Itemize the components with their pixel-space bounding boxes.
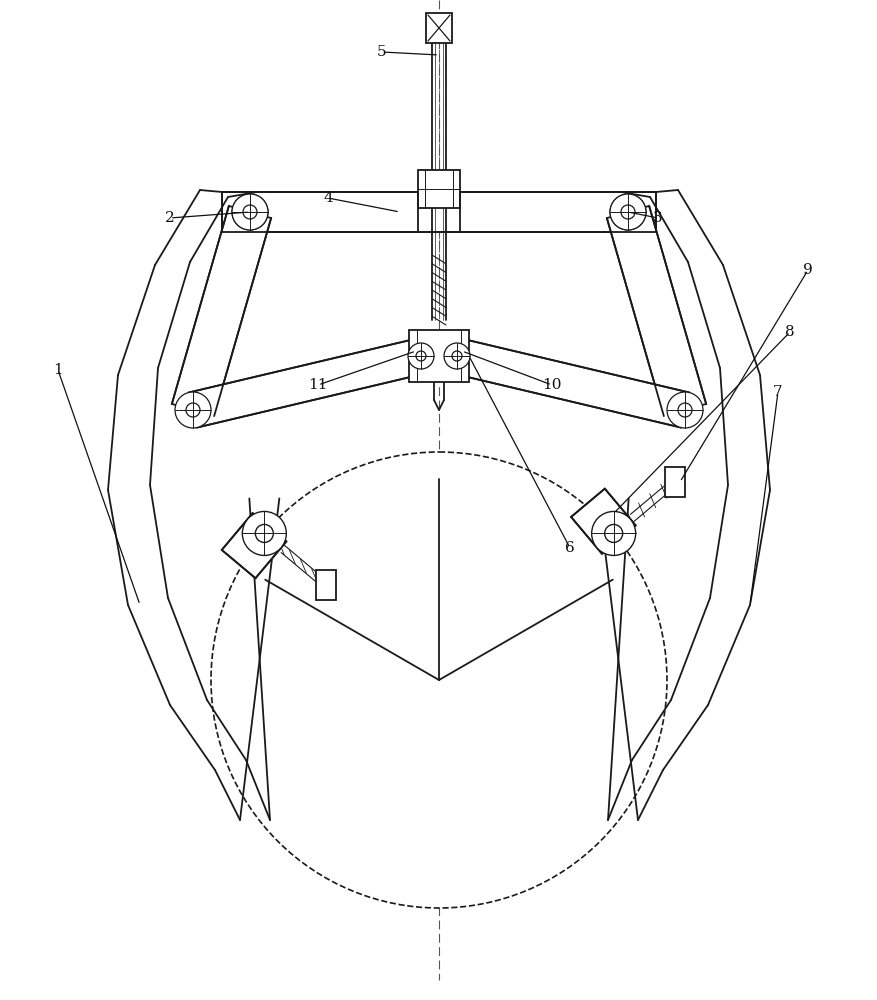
Circle shape (242, 511, 286, 555)
Bar (417, 170, 460, 208)
Circle shape (255, 524, 273, 542)
Bar (315, 570, 335, 600)
Circle shape (232, 194, 267, 230)
Circle shape (610, 194, 645, 230)
Circle shape (604, 524, 622, 542)
Text: 5: 5 (377, 45, 387, 59)
Circle shape (186, 403, 200, 417)
Circle shape (416, 351, 425, 361)
Polygon shape (172, 206, 271, 416)
Polygon shape (222, 192, 655, 232)
Text: 10: 10 (542, 378, 561, 392)
Circle shape (620, 205, 634, 219)
Text: 6: 6 (565, 541, 574, 555)
Text: 4: 4 (323, 191, 332, 205)
Circle shape (667, 392, 702, 428)
Bar (664, 467, 684, 497)
Circle shape (452, 351, 461, 361)
Circle shape (175, 392, 210, 428)
Text: 11: 11 (308, 378, 327, 392)
Circle shape (243, 205, 257, 219)
Text: 1: 1 (53, 363, 63, 377)
Circle shape (610, 194, 645, 230)
Polygon shape (570, 489, 635, 554)
Circle shape (444, 343, 469, 369)
Text: 9: 9 (802, 263, 812, 277)
Bar (409, 330, 468, 382)
Text: 3: 3 (652, 211, 662, 225)
Circle shape (620, 205, 634, 219)
Polygon shape (606, 206, 705, 416)
Polygon shape (222, 513, 286, 578)
Bar (425, 13, 452, 43)
Polygon shape (189, 338, 424, 428)
Circle shape (243, 205, 257, 219)
Circle shape (232, 194, 267, 230)
Text: 2: 2 (165, 211, 175, 225)
Circle shape (591, 511, 635, 555)
Text: 8: 8 (784, 325, 794, 339)
Circle shape (677, 403, 691, 417)
Text: 7: 7 (773, 385, 782, 399)
Polygon shape (453, 338, 688, 428)
Circle shape (210, 452, 667, 908)
Circle shape (408, 343, 433, 369)
